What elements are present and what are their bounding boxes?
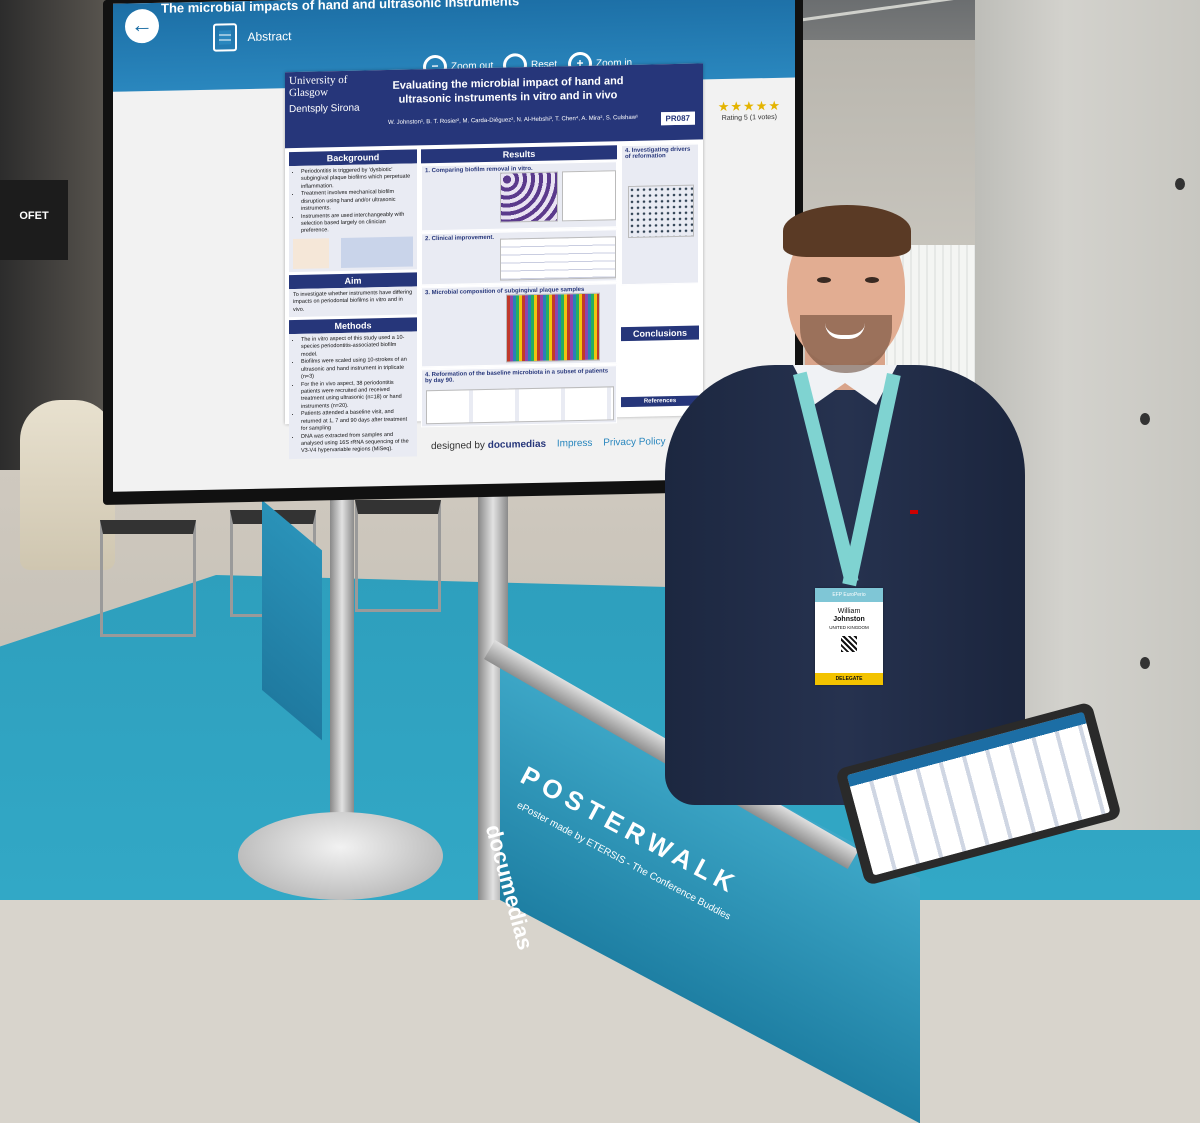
back-button[interactable]: ←	[125, 8, 159, 44]
poster[interactable]: University of Glasgow Dentsply Sirona Ev…	[285, 63, 703, 459]
stand-base	[238, 812, 443, 900]
name-badge: EFP EuroPerio William Johnston UNITED KI…	[815, 588, 883, 685]
poster-title: Evaluating the microbial impact of hand …	[383, 75, 633, 108]
clinical-table	[500, 236, 616, 281]
document-icon	[213, 23, 237, 52]
methods-item: The in vitro aspect of this study used a…	[301, 335, 413, 360]
stand-pole	[330, 490, 354, 840]
poster-left-column: Background Periodontitis is triggered by…	[289, 149, 417, 459]
chair	[355, 500, 441, 612]
seated-attendee	[20, 400, 115, 570]
background-item: Periodontitis is triggered by 'dysbiotic…	[301, 167, 413, 192]
rating-text: Rating 5 (1 votes)	[721, 113, 777, 123]
results-section-title: 4. Reformation of the baseline microbiot…	[425, 368, 609, 385]
abstract-label: Abstract	[247, 29, 292, 44]
results-section-1: 1. Comparing biofilm removal in vitro.	[421, 161, 617, 232]
results-section-3: 3. Microbial composition of subgingival …	[421, 283, 617, 368]
results-section-2: 2. Clinical improvement.	[421, 229, 617, 286]
methods-item: Patients attended a baseline visit, and …	[301, 409, 413, 434]
background-body: Periodontitis is triggered by 'dysbiotic…	[289, 163, 417, 272]
background-item: Treatment involves mechanical biofilm di…	[301, 189, 413, 214]
poster-title-bar: The microbial impacts of hand and ultras…	[161, 0, 520, 16]
tooth-illustration	[293, 236, 413, 269]
poster-results-column: Results 1. Comparing biofilm removal in …	[421, 145, 617, 428]
impress-link[interactable]: Impress	[556, 437, 593, 450]
drivers-heading: 4. Investigating drivers of reformation	[625, 146, 691, 161]
methods-item: For the in vivo aspect, 38 periodontitis…	[301, 379, 413, 411]
documedias-logo: documedias	[487, 438, 547, 451]
rating-widget[interactable]: ★★★★★ Rating 5 (1 votes)	[718, 98, 781, 122]
methods-item: DNA was extracted from samples and analy…	[301, 431, 413, 456]
background-item: Instruments are used interchangeably wit…	[301, 211, 413, 236]
company-logo: Dentsply Sirona	[289, 102, 360, 116]
designed-by-footer: designed by documedias Impress Privacy P…	[431, 436, 665, 452]
right-eye	[865, 277, 879, 283]
poster-code: PR087	[660, 111, 695, 126]
well-plate-figure	[500, 171, 558, 223]
presenter: EFP EuroPerio William Johnston UNITED KI…	[665, 205, 1030, 900]
left-eye	[817, 277, 831, 283]
methods-body: The in vitro aspect of this study used a…	[289, 331, 417, 459]
methods-item: Biofilms were scaled using 10-strokes of…	[301, 357, 413, 382]
poster-header: University of Glasgow Dentsply Sirona Ev…	[285, 63, 703, 149]
results-section-4: 4. Reformation of the baseline microbiot…	[421, 365, 617, 428]
aim-body: To investigate whether instruments have …	[289, 286, 417, 318]
poster-authors: W. Johnston¹, B. T. Rosier², M. Carda-Di…	[387, 114, 639, 127]
badge-first-name: William	[837, 608, 861, 615]
ofet-sign: OFET	[0, 180, 68, 260]
badge-role: DELEGATE	[815, 673, 883, 685]
badge-country: UNITED KINGDOM	[829, 625, 869, 631]
chair	[100, 520, 196, 637]
badge-surname: Johnston	[833, 616, 865, 624]
privacy-policy-link[interactable]: Privacy Policy	[603, 436, 666, 449]
smile	[825, 323, 865, 339]
star-icons[interactable]: ★★★★★	[717, 97, 781, 115]
pcoa-figure	[426, 386, 614, 425]
stacked-bar-figure	[506, 292, 600, 363]
navy-sweater	[665, 365, 1025, 805]
qr-code-icon	[841, 636, 857, 653]
results-heading: Results	[421, 145, 617, 164]
university-logo: University of Glasgow	[289, 73, 348, 99]
institution-logos: University of Glasgow Dentsply Sirona	[289, 74, 375, 142]
hair	[783, 205, 911, 257]
designed-by-text: designed by	[431, 439, 485, 453]
scatter-figure	[562, 170, 616, 222]
abstract-button[interactable]: Abstract	[213, 22, 291, 52]
sweater-logo	[910, 510, 918, 514]
badge-event: EFP EuroPerio	[815, 588, 883, 602]
